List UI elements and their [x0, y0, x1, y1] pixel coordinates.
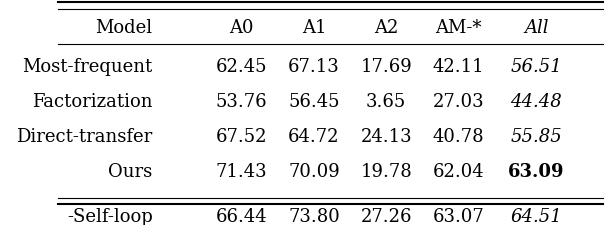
- Text: 55.85: 55.85: [511, 128, 562, 145]
- Text: 56.51: 56.51: [511, 58, 562, 76]
- Text: 63.09: 63.09: [508, 162, 565, 180]
- Text: Factorization: Factorization: [32, 93, 152, 111]
- Text: AM-*: AM-*: [435, 19, 482, 37]
- Text: 3.65: 3.65: [366, 93, 406, 111]
- Text: 53.76: 53.76: [216, 93, 267, 111]
- Text: 73.80: 73.80: [288, 207, 340, 225]
- Text: 62.04: 62.04: [432, 162, 484, 180]
- Text: 67.13: 67.13: [288, 58, 340, 76]
- Text: All: All: [524, 19, 548, 37]
- Text: 27.26: 27.26: [361, 207, 412, 225]
- Text: Model: Model: [96, 19, 152, 37]
- Text: 40.78: 40.78: [432, 128, 484, 145]
- Text: 19.78: 19.78: [361, 162, 412, 180]
- Text: Ours: Ours: [109, 162, 152, 180]
- Text: 67.52: 67.52: [216, 128, 267, 145]
- Text: -Self-loop: -Self-loop: [67, 207, 152, 225]
- Text: 27.03: 27.03: [432, 93, 484, 111]
- Text: 71.43: 71.43: [216, 162, 267, 180]
- Text: 66.44: 66.44: [216, 207, 267, 225]
- Text: Direct-transfer: Direct-transfer: [16, 128, 152, 145]
- Text: 62.45: 62.45: [216, 58, 267, 76]
- Text: 56.45: 56.45: [288, 93, 340, 111]
- Text: A0: A0: [229, 19, 254, 37]
- Text: A2: A2: [374, 19, 398, 37]
- Text: 44.48: 44.48: [511, 93, 562, 111]
- Text: 24.13: 24.13: [361, 128, 412, 145]
- Text: 42.11: 42.11: [432, 58, 484, 76]
- Text: A1: A1: [302, 19, 326, 37]
- Text: Most-frequent: Most-frequent: [23, 58, 152, 76]
- Text: 70.09: 70.09: [288, 162, 340, 180]
- Text: 64.51: 64.51: [511, 207, 562, 225]
- Text: 17.69: 17.69: [361, 58, 412, 76]
- Text: 63.07: 63.07: [432, 207, 484, 225]
- Text: 64.72: 64.72: [288, 128, 340, 145]
